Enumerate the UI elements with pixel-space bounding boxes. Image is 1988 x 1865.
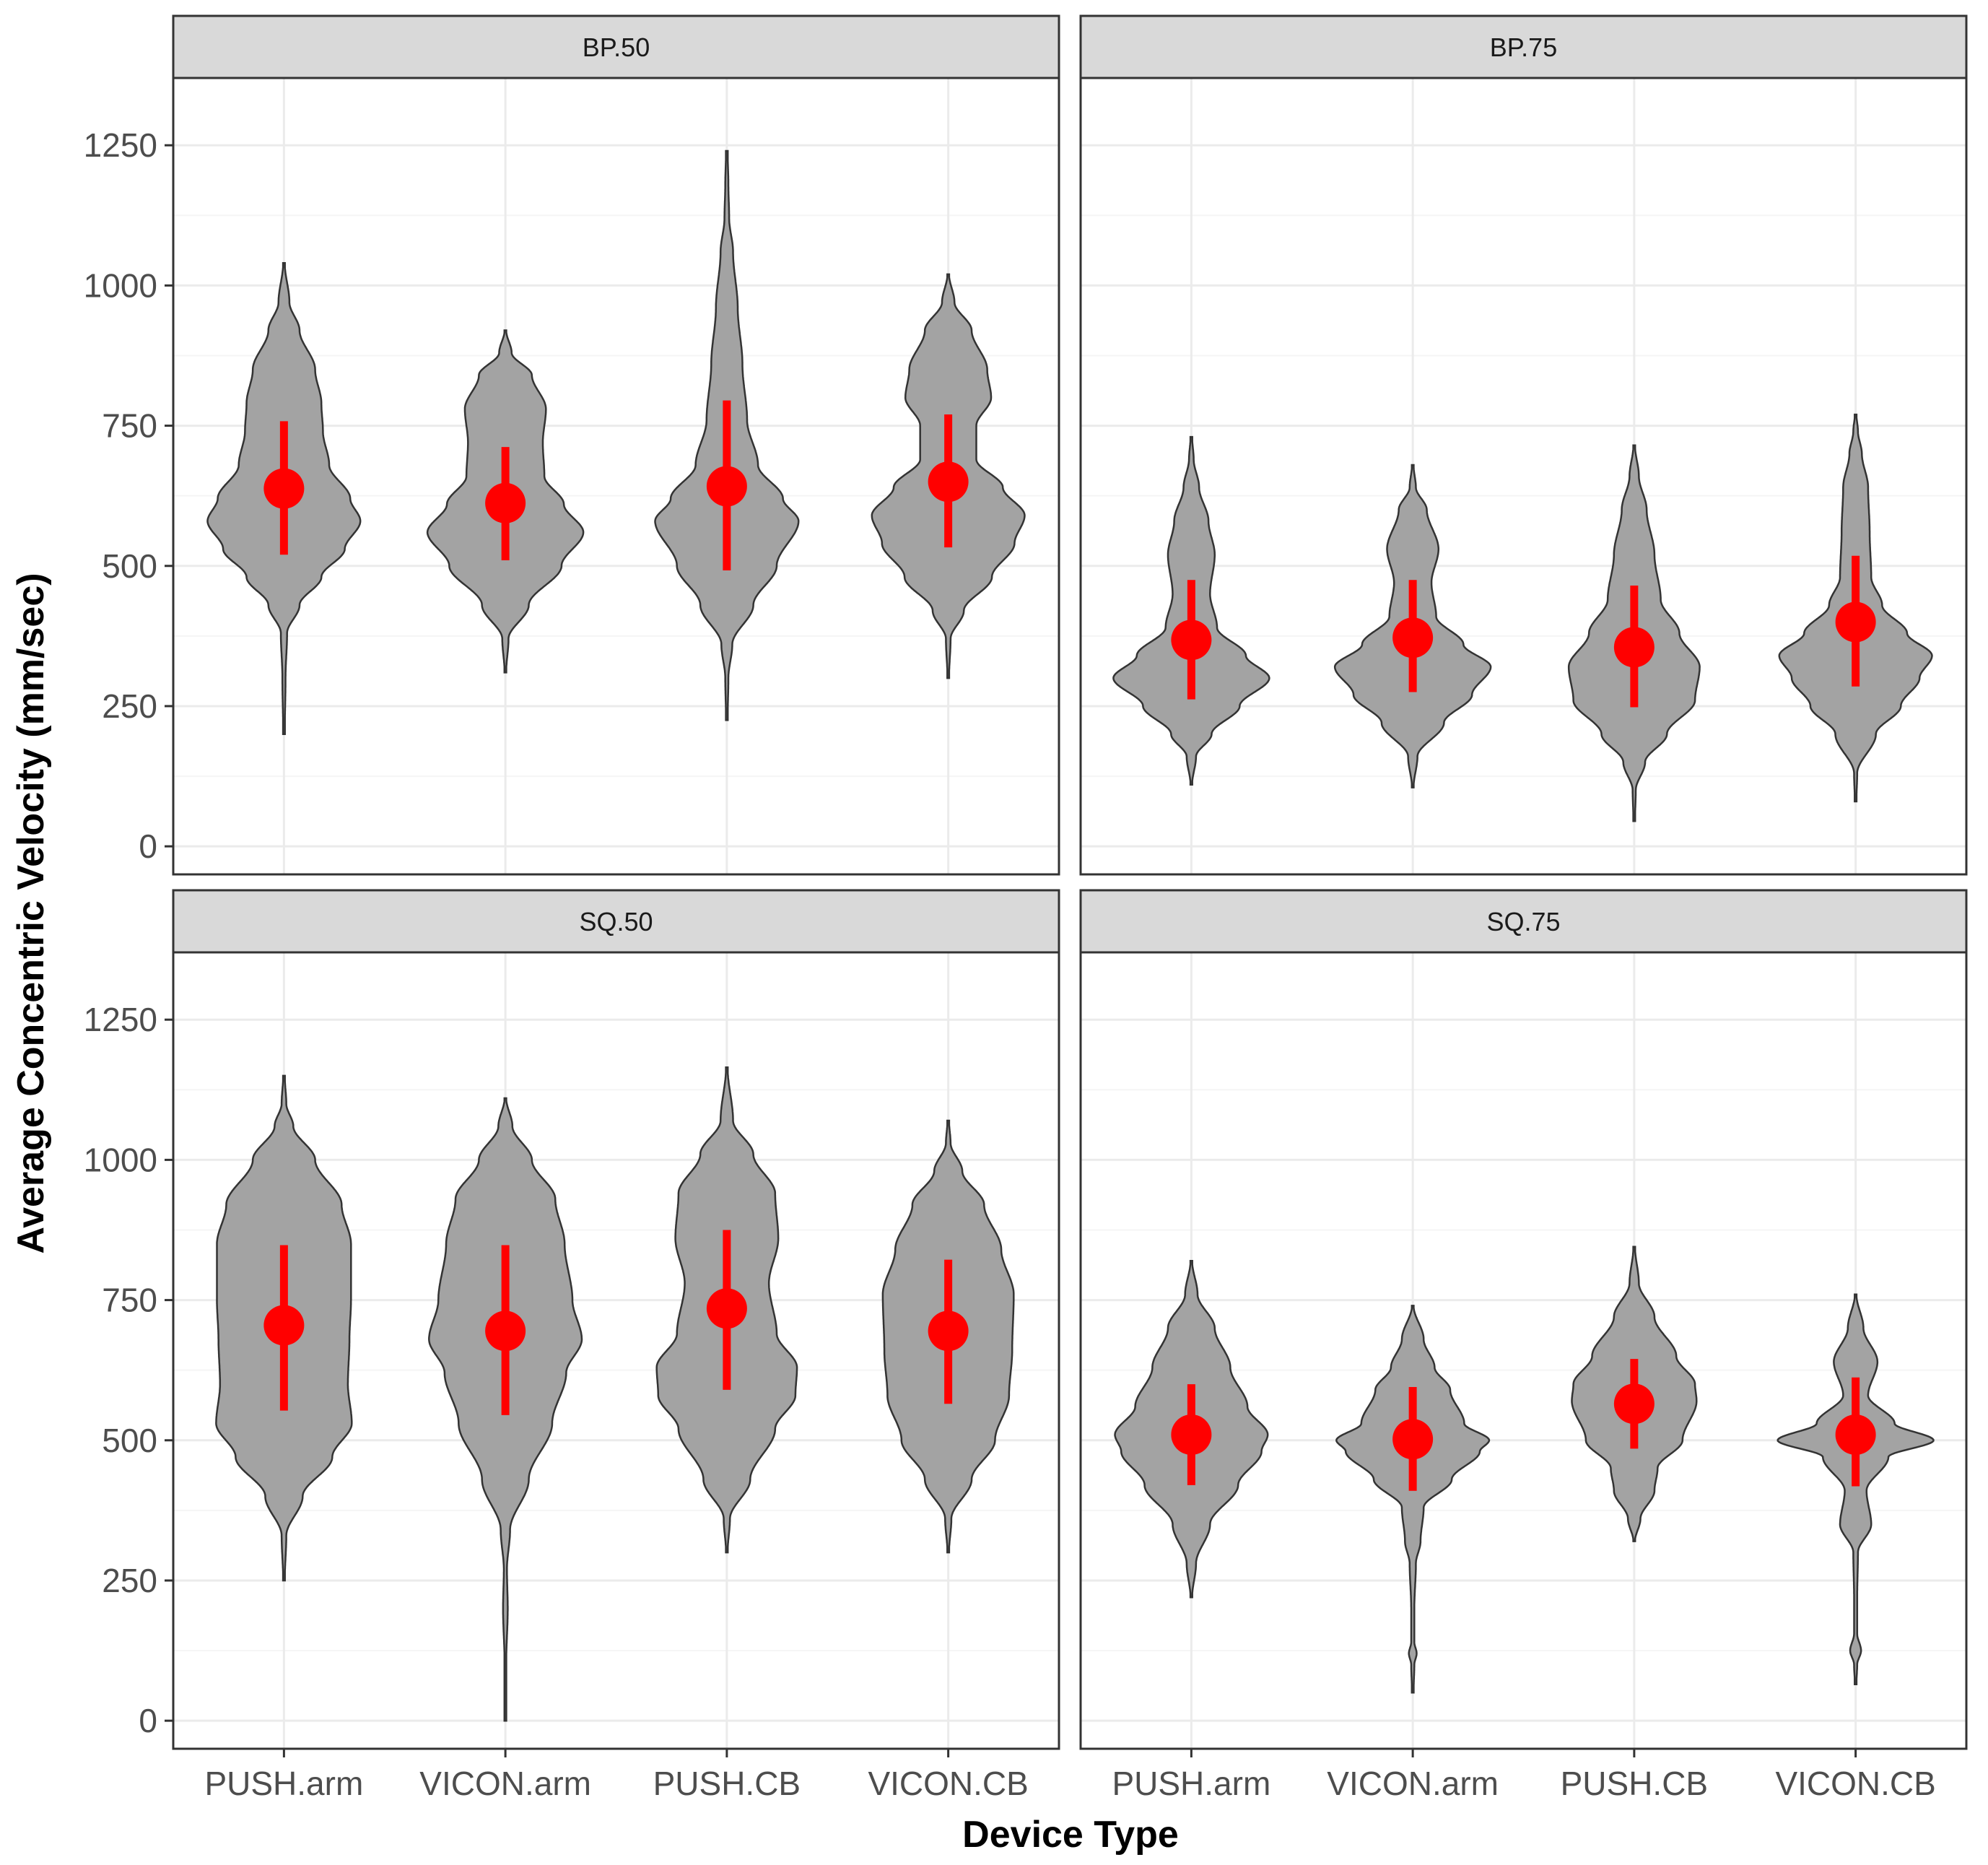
facet-panel: SQ.50 0 250 500 750 1000 1250 PUSH.arm VICON.arm… [84, 889, 1060, 1802]
panel-border [1079, 951, 1968, 1750]
y-tick-label: 750 [102, 1282, 157, 1319]
y-tick-label: 0 [139, 1702, 157, 1739]
facet-panel: BP.50 0 250 500 750 1000 1250 [84, 14, 1060, 876]
summary-mean-point [485, 1310, 526, 1352]
x-tick-label: VICON.arm [419, 1765, 591, 1802]
facet-panel: BP.75 [1079, 14, 1968, 876]
facet-label: BP.75 [1490, 32, 1557, 62]
summary-mean-point [928, 1310, 969, 1352]
summary-mean-point [263, 1305, 305, 1346]
x-tick-label: PUSH.CB [1561, 1765, 1708, 1802]
y-tick-label: 1250 [84, 126, 157, 164]
facet-panel: SQ.75 PUSH.arm VICON.arm PUSH.CB VICON.CB [1079, 889, 1968, 1802]
facet-strip [1079, 14, 1968, 79]
x-tick-label: PUSH.CB [653, 1765, 801, 1802]
panel-background [1081, 952, 1966, 1749]
x-tick-label: PUSH.arm [204, 1765, 363, 1802]
facet-strip [172, 14, 1060, 79]
y-tick-label: 1000 [84, 1141, 157, 1178]
y-tick-label: 0 [139, 827, 157, 865]
facet-label: SQ.50 [579, 907, 653, 936]
facet-label: BP.50 [583, 32, 650, 62]
panels-layer: BP.50 0 250 500 750 1000 1250 BP.75 SQ.50 0 250 500… [84, 14, 1968, 1802]
summary-mean-point [485, 482, 526, 523]
panel-border [172, 77, 1060, 876]
violin-vicon-cb [1776, 1293, 1935, 1685]
panel-border [1079, 77, 1968, 876]
y-tick-label: 500 [102, 1422, 157, 1459]
summary-mean-point [706, 1288, 747, 1329]
x-tick-label: VICON.CB [1775, 1765, 1935, 1802]
summary-mean-point [1613, 1383, 1655, 1425]
y-tick-label: 250 [102, 1562, 157, 1599]
summary-mean-point [1613, 627, 1655, 668]
summary-mean-point [706, 466, 747, 507]
summary-mean-point [263, 468, 305, 509]
x-tick-label: VICON.arm [1327, 1765, 1499, 1802]
x-axis-title: Device Type [962, 1814, 1179, 1856]
y-tick-label: 1250 [84, 1001, 157, 1038]
facet-strip [172, 889, 1060, 954]
summary-mean-point [1835, 1414, 1876, 1456]
summary-mean-point [928, 461, 969, 503]
y-tick-label: 750 [102, 407, 157, 445]
summary-mean-point [1171, 1414, 1212, 1456]
facet-label: SQ.75 [1486, 907, 1560, 936]
summary-mean-point [1171, 620, 1212, 661]
y-tick-label: 500 [102, 547, 157, 585]
panel-background [1081, 78, 1966, 874]
summary-mean-point [1835, 601, 1876, 643]
x-tick-label: PUSH.arm [1112, 1765, 1270, 1802]
summary-mean-point [1392, 617, 1434, 658]
y-tick-label: 250 [102, 687, 157, 725]
panel-border [172, 951, 1060, 1750]
y-axis-title: Average Concentric Velocity (mm/sec) [10, 573, 52, 1253]
x-tick-label: VICON.CB [868, 1765, 1028, 1802]
y-tick-label: 1000 [84, 266, 157, 304]
violin-vicon-arm [1335, 1305, 1491, 1694]
summary-mean-point [1392, 1419, 1434, 1460]
